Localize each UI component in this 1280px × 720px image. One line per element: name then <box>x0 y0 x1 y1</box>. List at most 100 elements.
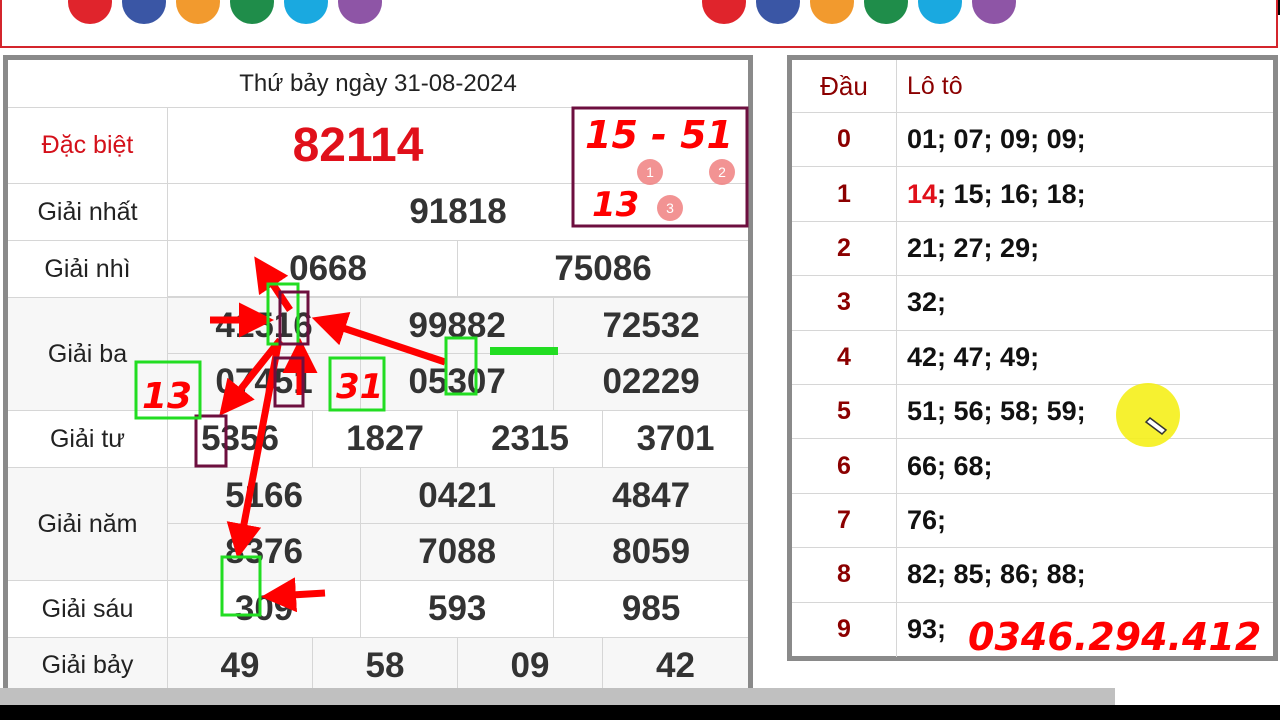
prize-row-second: Giải nhì 0668 75086 <box>8 241 748 298</box>
logo-ball <box>702 0 746 24</box>
loto-values: 14; 15; 16; 18; <box>897 179 1086 210</box>
prize-label: Giải tư <box>8 411 168 467</box>
prize-number: 3701 <box>636 419 715 458</box>
logo-ball <box>230 0 274 24</box>
prize-label: Giải sáu <box>8 581 168 637</box>
logo-ball <box>756 0 800 24</box>
loto-values: 21; 27; 29; <box>897 233 1039 264</box>
prize-number: 72532 <box>554 298 748 354</box>
prize-row-special: Đặc biệt 82114 <box>8 108 748 184</box>
head-column-header: Đầu <box>792 60 897 112</box>
loto-value-text: 51; 56; 58; 59; <box>907 396 1086 427</box>
logo-ball <box>122 0 166 24</box>
prize-number: 42 <box>656 645 695 685</box>
prize-number: 91818 <box>409 192 507 231</box>
prize-label: Giải nhì <box>8 241 168 297</box>
prize-row-fifth: Giải năm 5166 0421 4847 8376 7088 8059 <box>8 468 748 581</box>
prize-number: 8059 <box>612 532 691 571</box>
loto-header: Đầu Lô tô <box>792 60 1273 113</box>
prize-number: 0668 <box>168 241 458 297</box>
loto-column-header: Lô tô <box>907 71 963 100</box>
prize-number: 05307 <box>361 354 555 410</box>
loto-head: 8 <box>792 548 897 602</box>
prize-number: 75086 <box>458 241 748 297</box>
loto-value-text: 76; <box>907 504 947 535</box>
loto-value-text: 01; 07; 09; 09; <box>907 124 1086 155</box>
prize-number: 99882 <box>361 298 555 354</box>
horizontal-scrollbar[interactable] <box>0 688 1115 705</box>
logo-ball <box>176 0 220 24</box>
special-prize-number: 82114 <box>292 119 424 172</box>
loto-value-text: 93; <box>907 614 947 645</box>
logo-ball <box>972 0 1016 24</box>
prize-row-seventh: Giải bảy 49 58 09 42 <box>8 638 748 693</box>
prize-number: 7088 <box>361 524 555 580</box>
loto-head: 7 <box>792 493 897 548</box>
bottom-letterbox <box>0 705 1280 720</box>
loto-row: 4 42; 47; 49; <box>792 330 1273 385</box>
loto-values: 93; <box>897 614 946 645</box>
prize-number: 5356 <box>168 411 313 467</box>
loto-value-text: 21; 27; 29; <box>907 232 1040 263</box>
logo-ball <box>338 0 382 24</box>
loto-row: 0 01; 07; 09; 09; <box>792 113 1273 168</box>
loto-value-text: 42; 47; 49; <box>907 341 1040 372</box>
loto-row: 3 32; <box>792 276 1273 331</box>
prize-row-first: Giải nhất 91818 <box>8 184 748 241</box>
loto-row: 8 82; 85; 86; 88; <box>792 548 1273 603</box>
prize-number: 09 <box>458 638 603 693</box>
prize-row-third: Giải ba 41516 99882 72532 07451 05307 02… <box>8 298 748 411</box>
loto-row: 6 66; 68; <box>792 439 1273 494</box>
prize-number: 58 <box>313 638 458 693</box>
prize-number: 41516 <box>168 298 362 354</box>
prize-number: 02229 <box>602 362 700 401</box>
prize-label: Giải bảy <box>8 638 168 693</box>
loto-value-text: 66; 68; <box>907 450 993 481</box>
loto-row: 9 93; <box>792 602 1273 657</box>
prize-number: 309 <box>168 581 362 637</box>
prize-number: 2315 <box>458 411 603 467</box>
logo-ball <box>810 0 854 24</box>
prize-number: 985 <box>621 589 681 628</box>
loto-row: 5 51; 56; 58; 59; <box>792 385 1273 440</box>
loto-table: Đầu Lô tô 0 01; 07; 09; 09; 1 14; 15; 16; 1… <box>787 55 1278 661</box>
loto-head: 5 <box>792 385 897 439</box>
logo-ball <box>68 0 112 24</box>
prize-label: Giải năm <box>8 468 168 580</box>
loto-head: 6 <box>792 439 897 493</box>
site-banner <box>0 0 1278 48</box>
prize-number: 4847 <box>554 468 748 524</box>
logo-ball <box>864 0 908 24</box>
loto-value-text: ; 15; 16; 18; <box>937 178 1086 209</box>
loto-head: 9 <box>792 602 897 657</box>
loto-values: 82; 85; 86; 88; <box>897 559 1086 590</box>
results-date: Thứ bảy ngày 31-08-2024 <box>239 69 517 97</box>
loto-values: 32; <box>897 287 946 318</box>
loto-head: 3 <box>792 276 897 330</box>
loto-head: 0 <box>792 113 897 167</box>
results-date-header: Thứ bảy ngày 31-08-2024 <box>8 60 748 108</box>
loto-head: 1 <box>792 167 897 221</box>
prize-number: 07451 <box>168 354 362 410</box>
prize-number: 8376 <box>168 524 362 580</box>
prize-number: 49 <box>168 638 313 693</box>
loto-values: 01; 07; 09; 09; <box>897 124 1086 155</box>
prize-row-sixth: Giải sáu 309 593 985 <box>8 581 748 638</box>
results-table: Thứ bảy ngày 31-08-2024 Đặc biệt 82114 G… <box>3 55 753 693</box>
prize-label: Đặc biệt <box>8 108 168 183</box>
loto-values: 66; 68; <box>897 451 993 482</box>
loto-values: 76; <box>897 505 946 536</box>
prize-label: Giải ba <box>8 298 168 410</box>
loto-row: 1 14; 15; 16; 18; <box>792 167 1273 222</box>
loto-highlight: 14 <box>907 178 938 209</box>
prize-label: Giải nhất <box>8 184 168 240</box>
logo-ball <box>284 0 328 24</box>
loto-values: 42; 47; 49; <box>897 342 1039 373</box>
prize-number: 1827 <box>313 411 458 467</box>
prize-number: 593 <box>361 581 555 637</box>
loto-value-text: 82; 85; 86; 88; <box>907 559 1086 590</box>
loto-row: 7 76; <box>792 493 1273 549</box>
prize-number: 0421 <box>361 468 555 524</box>
prize-number: 5166 <box>168 468 362 524</box>
loto-head: 4 <box>792 330 897 384</box>
